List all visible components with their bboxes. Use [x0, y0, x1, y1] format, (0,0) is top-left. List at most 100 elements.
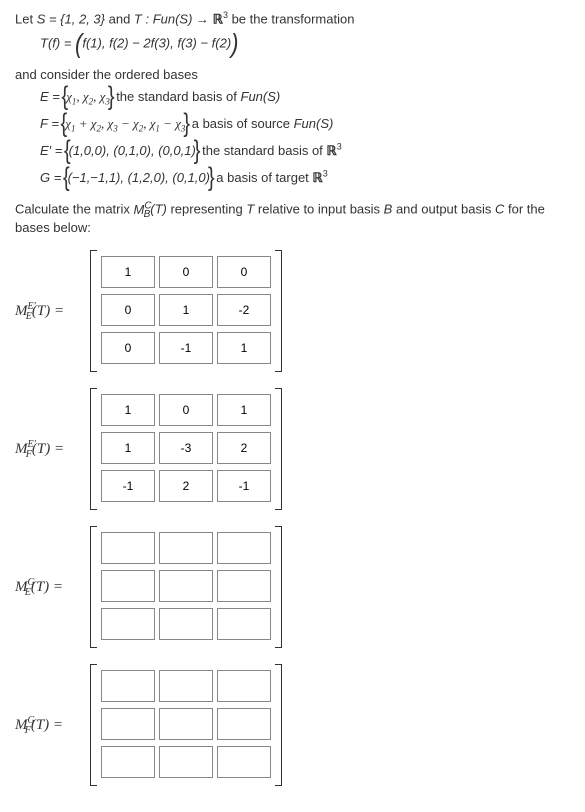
brace-r2: }: [183, 110, 190, 140]
brace-r: }: [108, 83, 115, 113]
r3-sup3: 3: [323, 169, 328, 179]
matrix-label: ME′E(T) =: [15, 301, 90, 322]
matrix-cell-input[interactable]: [217, 294, 271, 326]
matrix-cell-input[interactable]: [217, 708, 271, 740]
matrix-cell-input[interactable]: [159, 256, 213, 288]
matrix-grid: [97, 664, 275, 786]
paren-left: (: [75, 29, 82, 60]
matrix-cell-input[interactable]: [217, 608, 271, 640]
matrix-cell-input[interactable]: [217, 470, 271, 502]
basis-E-fun: Fun(S): [241, 89, 281, 104]
matrix-cell-input[interactable]: [159, 532, 213, 564]
brace-l: {: [62, 83, 69, 113]
matrix-cell-input[interactable]: [217, 670, 271, 702]
basis-G: G = {(−1,−1,1), (1,2,0), (0,1,0)} a basi…: [40, 167, 570, 190]
basis-E-var: E =: [40, 89, 64, 104]
calc-prefix: Calculate the matrix: [15, 202, 134, 217]
bracket-left: [90, 388, 97, 510]
brace-l3: {: [64, 137, 71, 167]
matrix-grid: [97, 526, 275, 648]
r-symbol-2: ℝ: [326, 143, 336, 158]
brace-r3: }: [194, 137, 201, 167]
basis-Ep-set: (1,0,0), (0,1,0), (0,0,1): [69, 143, 196, 158]
matrix-cell-input[interactable]: [101, 432, 155, 464]
matrix-cell-input[interactable]: [217, 256, 271, 288]
matrix-cell-input[interactable]: [159, 746, 213, 778]
matrix-bracket: [90, 250, 282, 372]
tf-rhs: f(1), f(2) − 2f(3), f(3) − f(2): [82, 36, 231, 51]
matrix-cell-input[interactable]: [101, 470, 155, 502]
matrix-cell-input[interactable]: [217, 532, 271, 564]
basis-F-content: χ1 + χ2, χ3 − χ2, χ1 − χ3: [65, 116, 185, 131]
r-symbol-3: ℝ: [312, 170, 322, 185]
matrix-cell-input[interactable]: [217, 570, 271, 602]
bracket-left: [90, 250, 97, 372]
basis-F: F = {χ1 + χ2, χ3 − χ2, χ1 − χ3} a basis …: [40, 113, 570, 136]
paren-right: ): [231, 29, 238, 60]
calculate-line: Calculate the matrix MCB(T) representing…: [15, 200, 570, 235]
matrix-cell-input[interactable]: [159, 570, 213, 602]
matrix-cell-input[interactable]: [159, 332, 213, 364]
matrix-cell-input[interactable]: [217, 394, 271, 426]
matrix-cell-input[interactable]: [101, 256, 155, 288]
matrix-label: ME′F(T) =: [15, 439, 90, 460]
r-symbol: ℝ: [213, 11, 223, 26]
matrix-cell-input[interactable]: [159, 394, 213, 426]
bracket-right: [275, 388, 282, 510]
matrix-bracket: [90, 664, 282, 786]
matrix-cell-input[interactable]: [159, 608, 213, 640]
matrix-cell-input[interactable]: [217, 432, 271, 464]
calc-mid5: and output basis: [392, 202, 495, 217]
basis-F-var: F =: [40, 116, 63, 131]
matrix-cell-input[interactable]: [159, 670, 213, 702]
matrix-label: MGF(T) =: [15, 715, 90, 736]
matrix-row: MGE(T) =: [15, 526, 570, 648]
matrix-cell-input[interactable]: [159, 708, 213, 740]
matrix-cell-input[interactable]: [101, 708, 155, 740]
matrix-grid: [97, 388, 275, 510]
r3-sup2: 3: [337, 142, 342, 152]
brace-l4: {: [63, 164, 70, 194]
matrix-cell-input[interactable]: [101, 746, 155, 778]
tf-lhs: T(f) =: [40, 36, 75, 51]
matrix-cell-input[interactable]: [159, 432, 213, 464]
matrix-row: ME′E(T) =: [15, 250, 570, 372]
basis-Ep-var: E′ =: [40, 143, 66, 158]
calc-paren: (T): [150, 202, 167, 217]
bases-intro: and consider the ordered bases: [15, 67, 570, 82]
basis-E-desc: the standard basis of: [113, 89, 241, 104]
basis-G-var: G =: [40, 170, 65, 185]
matrix-cell-input[interactable]: [217, 746, 271, 778]
bracket-right: [275, 526, 282, 648]
matrix-cell-input[interactable]: [101, 532, 155, 564]
basis-E: E = {χ1, χ2, χ3} the standard basis of F…: [40, 86, 570, 109]
matrix-cell-input[interactable]: [159, 470, 213, 502]
matrix-bracket: [90, 526, 282, 648]
set-def: S = {1, 2, 3}: [37, 11, 105, 26]
matrix-cell-input[interactable]: [101, 332, 155, 364]
calc-mid3: representing: [167, 202, 247, 217]
trans-decl: T : Fun(S) →: [134, 11, 213, 26]
intro-suffix: be the transformation: [228, 11, 354, 26]
matrix-cell-input[interactable]: [101, 608, 155, 640]
basis-F-desc: a basis of source: [188, 116, 294, 131]
intro-mid: and: [105, 11, 134, 26]
bracket-right: [275, 250, 282, 372]
matrix-cell-input[interactable]: [101, 294, 155, 326]
matrix-cell-input[interactable]: [101, 670, 155, 702]
transformation-def: T(f) = (f(1), f(2) − 2f(3), f(3) − f(2)): [40, 31, 570, 57]
calc-mid4: relative to input basis: [254, 202, 383, 217]
basis-G-set: (−1,−1,1), (1,2,0), (0,1,0): [68, 170, 210, 185]
intro-line: Let S = {1, 2, 3} and T : Fun(S) → ℝ3 be…: [15, 10, 570, 27]
basis-Eprime: E′ = {(1,0,0), (0,1,0), (0,0,1)} the sta…: [40, 140, 570, 163]
calc-M: MCB: [134, 202, 151, 217]
matrix-cell-input[interactable]: [217, 332, 271, 364]
matrix-label: MGE(T) =: [15, 577, 90, 598]
matrix-cell-input[interactable]: [159, 294, 213, 326]
calc-C: C: [495, 202, 504, 217]
matrices-container: ME′E(T) = ME′F(T) = MGE(T) = MGF(T) =: [15, 250, 570, 786]
matrix-bracket: [90, 388, 282, 510]
matrix-cell-input[interactable]: [101, 394, 155, 426]
basis-G-desc: a basis of target: [213, 170, 313, 185]
matrix-cell-input[interactable]: [101, 570, 155, 602]
